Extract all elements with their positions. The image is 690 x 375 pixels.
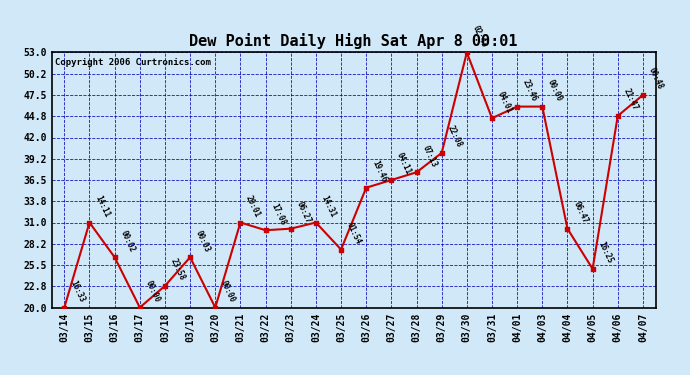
Text: 06:27: 06:27 bbox=[295, 200, 313, 225]
Text: 20:01: 20:01 bbox=[244, 194, 262, 219]
Text: 14:11: 14:11 bbox=[93, 194, 111, 219]
Point bbox=[109, 254, 120, 260]
Text: 16:25: 16:25 bbox=[596, 240, 614, 265]
Text: 21:47: 21:47 bbox=[622, 87, 640, 112]
Point bbox=[135, 304, 146, 310]
Title: Dew Point Daily High Sat Apr 8 00:01: Dew Point Daily High Sat Apr 8 00:01 bbox=[189, 33, 518, 48]
Point bbox=[562, 226, 573, 232]
Text: 17:08: 17:08 bbox=[269, 202, 287, 226]
Point bbox=[185, 254, 196, 260]
Point bbox=[638, 92, 649, 98]
Point bbox=[285, 226, 296, 232]
Text: 00:00: 00:00 bbox=[219, 279, 237, 304]
Point bbox=[260, 227, 271, 233]
Point bbox=[310, 219, 322, 225]
Text: 00:02: 00:02 bbox=[119, 229, 137, 254]
Text: 00:03: 00:03 bbox=[194, 229, 212, 254]
Point bbox=[411, 169, 422, 175]
Text: 00:48: 00:48 bbox=[647, 66, 664, 91]
Point bbox=[612, 113, 623, 119]
Text: 02:43: 02:43 bbox=[471, 24, 489, 49]
Point bbox=[159, 283, 170, 289]
Text: 19:46: 19:46 bbox=[370, 159, 388, 184]
Text: 07:13: 07:13 bbox=[420, 144, 438, 168]
Text: 06:47: 06:47 bbox=[571, 200, 589, 225]
Point bbox=[235, 219, 246, 225]
Text: 14:31: 14:31 bbox=[319, 194, 337, 219]
Text: 04:11: 04:11 bbox=[395, 152, 413, 176]
Point bbox=[361, 185, 372, 191]
Point bbox=[462, 50, 473, 55]
Point bbox=[59, 304, 70, 310]
Point bbox=[386, 177, 397, 183]
Text: 22:08: 22:08 bbox=[446, 124, 464, 149]
Point bbox=[84, 219, 95, 225]
Text: 23:58: 23:58 bbox=[169, 257, 187, 282]
Text: 04:01: 04:01 bbox=[495, 90, 513, 114]
Point bbox=[587, 266, 598, 272]
Point bbox=[537, 104, 548, 110]
Point bbox=[436, 150, 447, 156]
Text: 23:46: 23:46 bbox=[521, 78, 539, 103]
Text: 01:54: 01:54 bbox=[345, 221, 363, 246]
Point bbox=[335, 246, 346, 252]
Text: 00:00: 00:00 bbox=[546, 78, 564, 103]
Text: 00:00: 00:00 bbox=[144, 279, 161, 304]
Text: 16:33: 16:33 bbox=[68, 279, 86, 304]
Text: Copyright 2006 Curtronics.com: Copyright 2006 Curtronics.com bbox=[55, 58, 210, 67]
Point bbox=[511, 104, 522, 110]
Point bbox=[486, 115, 497, 121]
Point bbox=[210, 304, 221, 310]
